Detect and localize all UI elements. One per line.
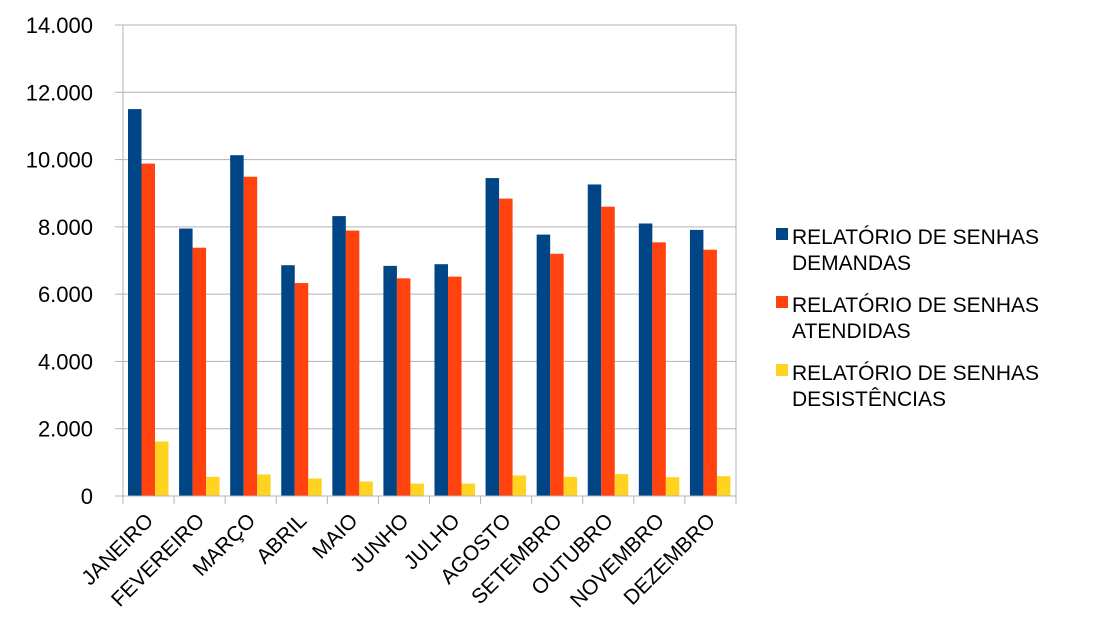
bar — [716, 476, 731, 496]
bar — [689, 229, 704, 496]
legend-label: RELATÓRIO DE SENHAS — [792, 294, 1039, 317]
bar — [485, 178, 500, 496]
bar — [563, 476, 578, 496]
y-tick-label: 12.000 — [26, 80, 93, 105]
bar — [257, 474, 271, 496]
bar — [638, 223, 653, 496]
y-tick-label: 2.000 — [38, 417, 93, 442]
bar — [230, 155, 244, 496]
bar — [601, 206, 615, 496]
bar — [512, 475, 527, 496]
bar — [396, 278, 411, 496]
bar — [461, 483, 475, 496]
bar — [410, 483, 424, 496]
bar — [128, 109, 142, 496]
y-tick-label: 4.000 — [38, 349, 93, 374]
bar — [536, 234, 551, 496]
bar — [281, 265, 295, 496]
legend-label: ATENDIDAS — [792, 320, 911, 343]
y-tick-label: 10.000 — [26, 148, 93, 173]
legend-swatch — [776, 296, 788, 308]
legend-swatch — [776, 228, 788, 240]
bar — [141, 163, 155, 496]
x-tick-label: ABRIL — [252, 509, 311, 568]
y-tick-label: 14.000 — [26, 13, 93, 38]
bar — [383, 265, 397, 496]
bar — [206, 476, 220, 496]
bar — [155, 441, 169, 496]
legend-label: DESISTÊNCIAS — [792, 388, 946, 411]
bar — [294, 283, 309, 496]
bar — [243, 176, 258, 496]
bar — [499, 198, 513, 496]
bar — [359, 481, 373, 496]
bar — [665, 477, 680, 496]
bar — [192, 247, 207, 496]
bar — [434, 264, 448, 496]
bar — [587, 184, 602, 496]
bar — [652, 242, 666, 496]
y-tick-label: 8.000 — [38, 215, 93, 240]
bar — [345, 230, 360, 496]
y-tick-label: 0 — [81, 484, 93, 509]
bar — [308, 478, 322, 496]
legend-label: DEMANDAS — [792, 252, 911, 275]
legend-label: RELATÓRIO DE SENHAS — [792, 226, 1039, 249]
bar — [550, 253, 564, 496]
bar — [703, 249, 717, 496]
legend-swatch — [776, 364, 788, 376]
bar — [614, 474, 629, 496]
bar — [179, 228, 193, 496]
bar — [332, 216, 346, 496]
bar — [448, 276, 462, 496]
legend-label: RELATÓRIO DE SENHAS — [792, 362, 1039, 385]
y-tick-label: 6.000 — [38, 282, 93, 307]
